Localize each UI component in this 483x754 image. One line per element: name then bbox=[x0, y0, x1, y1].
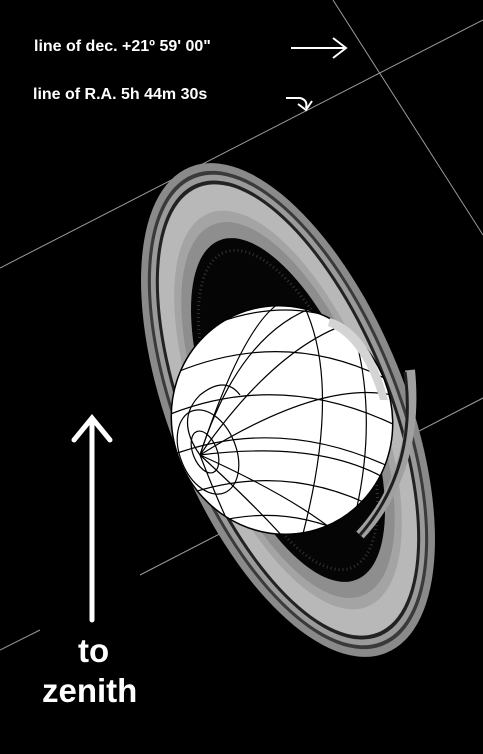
label-arrows bbox=[286, 37, 348, 112]
dec-line-label: line of dec. +21º 59' 00" bbox=[34, 38, 211, 55]
zenith-label-to: to bbox=[78, 632, 110, 669]
planet-disk bbox=[170, 304, 394, 536]
ring-front bbox=[356, 369, 417, 539]
ra-line-label: line of R.A. 5h 44m 30s bbox=[33, 86, 208, 103]
ra-line bbox=[332, 0, 483, 236]
ring-shadow bbox=[328, 318, 388, 400]
zenith-label-word: zenith bbox=[42, 672, 138, 709]
planet bbox=[167, 297, 396, 546]
zenith-arrow bbox=[71, 414, 113, 623]
dec-line bbox=[0, 19, 483, 269]
ra-line-lower bbox=[0, 629, 41, 651]
dec-arrow bbox=[291, 37, 348, 59]
ra-arrow bbox=[286, 97, 313, 112]
